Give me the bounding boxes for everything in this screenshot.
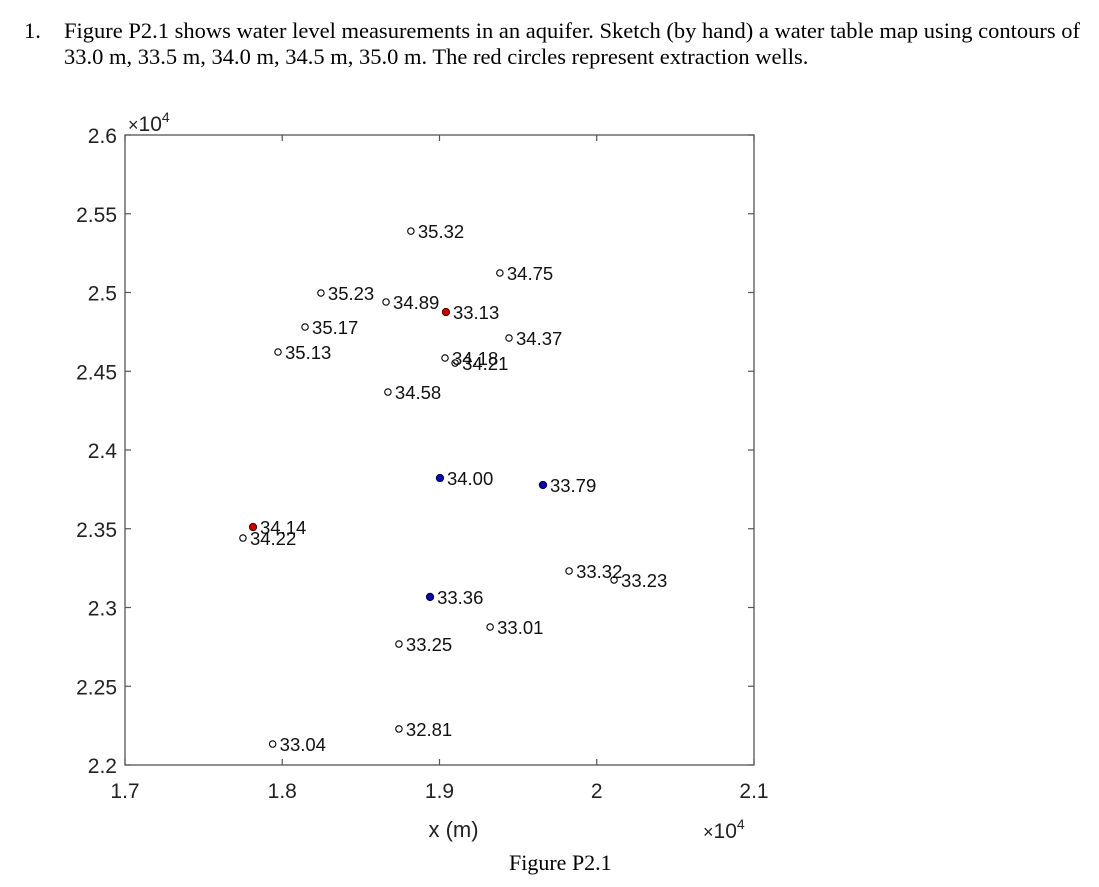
x-tick-label: 1.7 bbox=[110, 780, 139, 803]
blue-well-point: 33.36 bbox=[425, 587, 483, 608]
observation-point: 32.81 bbox=[395, 719, 452, 740]
point-label: 33.01 bbox=[497, 617, 543, 638]
observation-point: 34.37 bbox=[505, 328, 562, 349]
extraction-well-point: 33.13 bbox=[441, 302, 499, 323]
open-circle-marker bbox=[610, 576, 618, 584]
figure-caption: Figure P2.1 bbox=[509, 850, 612, 875]
filled-circle-marker bbox=[425, 592, 435, 602]
open-circle-marker bbox=[486, 623, 494, 631]
y-exponent-label: ×104 bbox=[128, 109, 170, 136]
observation-point: 34.75 bbox=[496, 263, 553, 284]
x-tick-label: 2.1 bbox=[739, 780, 768, 803]
filled-circle-marker bbox=[248, 522, 258, 532]
open-circle-marker bbox=[384, 388, 392, 396]
data-points: 35.32 34.75 35.23 34.89 33.13 35.17 34.37 35.13… bbox=[239, 221, 667, 755]
open-circle-marker bbox=[301, 323, 309, 331]
point-label: 35.23 bbox=[328, 283, 374, 304]
point-label: 34.37 bbox=[516, 328, 562, 349]
point-label: 33.04 bbox=[280, 734, 326, 755]
x-tick-label: 1.8 bbox=[268, 780, 297, 803]
open-circle-marker bbox=[317, 289, 325, 297]
observation-point: 34.89 bbox=[382, 292, 439, 313]
open-circle-marker bbox=[382, 298, 390, 306]
filled-circle-marker bbox=[441, 307, 451, 317]
point-label: 32.81 bbox=[406, 719, 452, 740]
observation-point: 33.04 bbox=[268, 734, 326, 755]
observation-point: 34.22 bbox=[239, 528, 296, 549]
observation-point: 33.01 bbox=[486, 617, 543, 638]
y-tick-label: 2.45 bbox=[76, 361, 117, 384]
observation-point: 34.21 bbox=[451, 353, 508, 374]
extraction-well-point: 34.14 bbox=[248, 517, 306, 538]
observation-point: 34.18 bbox=[441, 348, 498, 369]
x-exponent-label: ×104 bbox=[703, 816, 745, 843]
y-tick-label: 2.6 bbox=[88, 125, 117, 148]
open-circle-marker bbox=[268, 740, 277, 748]
open-circle-marker bbox=[395, 725, 403, 733]
x-axis: 1.7 1.8 1.9 2 2.1 bbox=[110, 135, 769, 803]
point-label: 33.25 bbox=[406, 634, 452, 655]
point-label: 33.13 bbox=[453, 302, 499, 323]
observation-point: 33.23 bbox=[610, 570, 667, 591]
open-circle-marker bbox=[441, 354, 449, 362]
point-label: 34.21 bbox=[462, 353, 508, 374]
observation-point: 33.25 bbox=[395, 634, 452, 655]
y-tick-label: 2.25 bbox=[76, 676, 117, 699]
x-tick-label: 1.9 bbox=[425, 780, 454, 803]
observation-point: 35.13 bbox=[274, 342, 331, 363]
problem-text: Figure P2.1 shows water level measuremen… bbox=[64, 18, 1080, 69]
blue-well-point: 34.00 bbox=[435, 468, 493, 489]
x-axis-label: x (m) bbox=[428, 817, 478, 842]
observation-point: 35.32 bbox=[407, 221, 464, 242]
problem-number: 1. bbox=[24, 18, 41, 43]
point-label: 35.17 bbox=[312, 317, 358, 338]
filled-circle-marker bbox=[435, 473, 445, 483]
y-tick-label: 2.35 bbox=[76, 519, 117, 542]
point-label: 34.00 bbox=[447, 468, 493, 489]
observation-point: 35.23 bbox=[317, 283, 374, 304]
blue-well-point: 33.79 bbox=[538, 475, 596, 496]
y-tick-label: 2.3 bbox=[88, 598, 117, 621]
point-label: 35.32 bbox=[418, 221, 464, 242]
open-circle-marker bbox=[451, 359, 459, 367]
point-label: 33.36 bbox=[437, 587, 483, 608]
open-circle-marker bbox=[395, 640, 403, 648]
open-circle-marker bbox=[239, 534, 247, 542]
point-label: 33.23 bbox=[621, 570, 667, 591]
open-circle-marker bbox=[496, 269, 504, 277]
point-label: 34.22 bbox=[250, 528, 296, 549]
y-tick-label: 2.2 bbox=[88, 755, 117, 778]
point-label: 34.75 bbox=[507, 263, 553, 284]
observation-point: 34.58 bbox=[384, 382, 441, 403]
point-label: 34.14 bbox=[260, 517, 306, 538]
observation-point: 35.17 bbox=[301, 317, 358, 338]
open-circle-marker bbox=[565, 567, 573, 575]
problem-statement: 1. Figure P2.1 shows water level measure… bbox=[24, 18, 1084, 70]
open-circle-marker bbox=[407, 227, 415, 235]
point-label: 34.58 bbox=[395, 382, 441, 403]
point-label: 33.79 bbox=[550, 475, 596, 496]
point-label: 34.18 bbox=[452, 348, 498, 369]
axis-labels: x (m) ×104 ×104 bbox=[128, 109, 745, 843]
point-label: 34.89 bbox=[393, 292, 439, 313]
open-circle-marker bbox=[505, 334, 513, 342]
x-tick-label: 2 bbox=[591, 780, 603, 803]
y-tick-label: 2.5 bbox=[88, 283, 117, 306]
point-label: 33.32 bbox=[576, 561, 622, 582]
open-circle-marker bbox=[274, 348, 282, 356]
y-tick-label: 2.55 bbox=[76, 204, 117, 227]
y-axis: 2.2 2.25 2.3 2.35 2.4 2.45 2.5 2.55 2.6 bbox=[76, 125, 754, 778]
observation-point: 33.32 bbox=[565, 561, 622, 582]
y-tick-label: 2.4 bbox=[88, 440, 118, 463]
filled-circle-marker bbox=[538, 480, 548, 490]
point-label: 35.13 bbox=[285, 342, 331, 363]
